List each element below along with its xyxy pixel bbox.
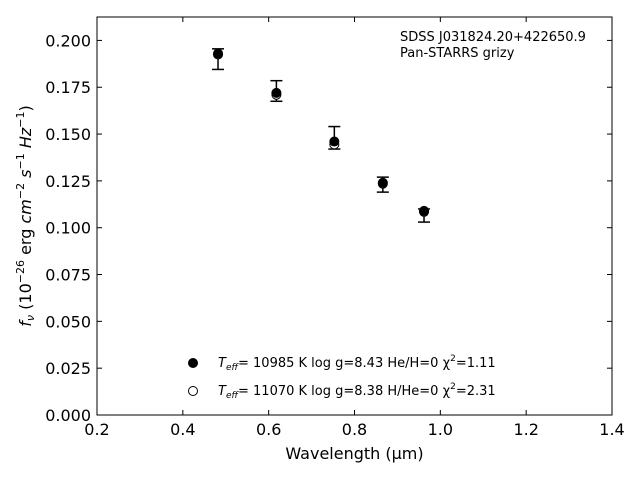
- x-tick-label: 0.2: [84, 420, 109, 439]
- annotation-line-2: Pan-STARRS grizy: [400, 46, 515, 61]
- model-point-filled: [329, 136, 340, 147]
- y-axis-title: fν (10−26 erg cm−2 s−1 Hz−1): [14, 105, 37, 326]
- y-tick-label: 0.025: [45, 359, 91, 378]
- y-tick-label: 0.100: [45, 219, 91, 238]
- legend-marker-open: [188, 386, 198, 396]
- legend-label-open: Teff= 11070 K log g=8.38 H/He=0 χ2=2.31: [218, 382, 496, 401]
- legend-marker-filled: [188, 358, 198, 368]
- y-tick-label: 0.075: [45, 266, 91, 285]
- y-tick-label: 0.125: [45, 172, 91, 191]
- x-axis-title: Wavelength (μm): [285, 444, 423, 463]
- y-tick-label: 0.050: [45, 312, 91, 331]
- model-point-filled: [271, 87, 282, 98]
- model-point-filled: [419, 205, 430, 216]
- x-tick-label: 1.4: [599, 420, 624, 439]
- x-tick-label: 1.2: [513, 420, 538, 439]
- model-point-filled: [377, 177, 388, 188]
- y-tick-label: 0.175: [45, 78, 91, 97]
- x-tick-label: 0.8: [342, 420, 367, 439]
- y-tick-label: 0.150: [45, 125, 91, 144]
- axis-ticks: 0.2 0.4 0.6 0.8 1.0 1.2 1.4 0.000 0.025 0.050 0.07…: [45, 17, 625, 439]
- model-point-filled: [213, 48, 224, 59]
- y-tick-label: 0.200: [45, 31, 91, 50]
- x-tick-label: 0.6: [256, 420, 281, 439]
- data-markers: [213, 48, 430, 217]
- error-bars: [212, 48, 431, 223]
- x-tick-label: 0.4: [170, 420, 195, 439]
- legend-label-filled: Teff= 10985 K log g=8.43 He/H=0 χ2=1.11: [218, 354, 496, 373]
- x-tick-label: 1.0: [428, 420, 453, 439]
- annotation-line-1: SDSS J031824.20+422650.9: [400, 30, 586, 45]
- y-tick-label: 0.000: [45, 406, 91, 425]
